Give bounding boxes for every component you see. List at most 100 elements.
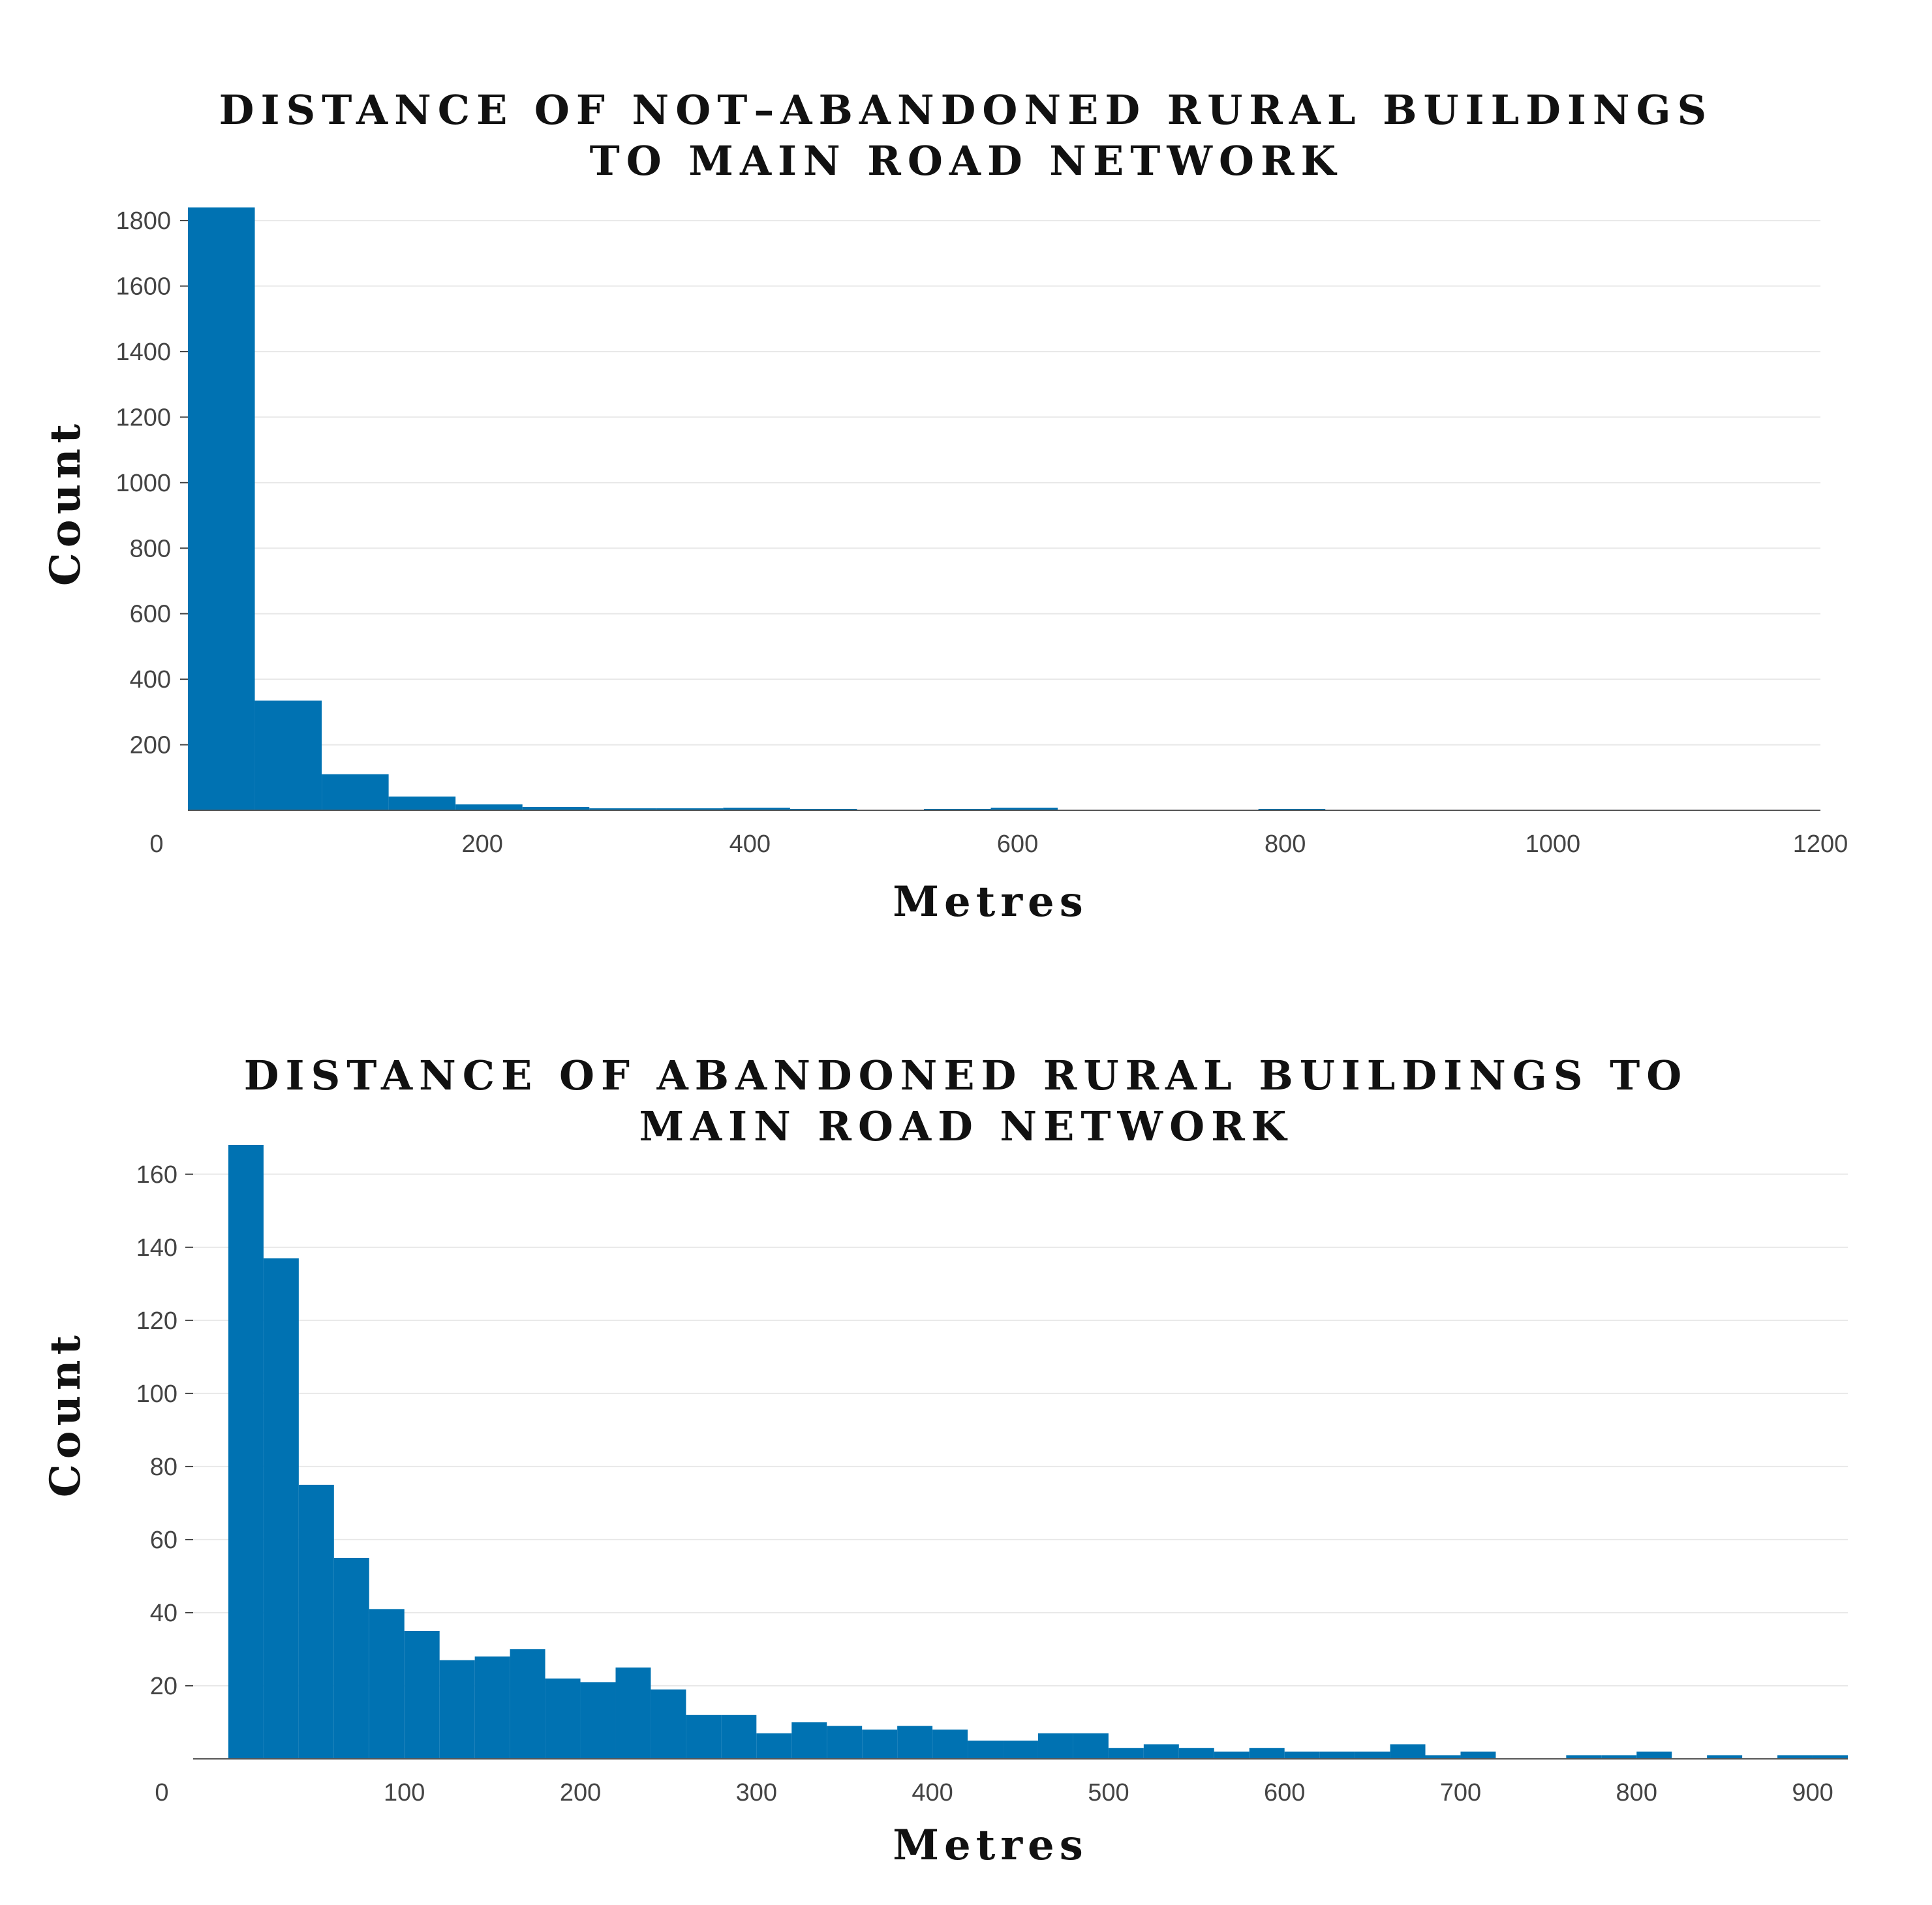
chart-title-line: DISTANCE OF NOT–ABANDONED RURAL BUILDING… <box>219 86 1713 134</box>
histogram-bar <box>404 1630 440 1759</box>
y-axis-label: Count <box>41 419 90 586</box>
histogram-bar <box>923 808 991 810</box>
y-tick-label: 120 <box>136 1307 177 1335</box>
histogram-bar <box>862 1730 898 1759</box>
chart-title-line: DISTANCE OF ABANDONED RURAL BUILDINGS TO <box>243 1052 1689 1099</box>
x-tick-label: 200 <box>560 1779 601 1806</box>
histogram-bar <box>1178 1748 1214 1759</box>
histogram-bar <box>1214 1751 1250 1759</box>
histogram-bar <box>522 806 590 810</box>
x-tick-label: 700 <box>1440 1779 1481 1806</box>
histogram-bar <box>510 1649 545 1759</box>
histogram-bar <box>188 207 255 810</box>
histogram-bar <box>656 808 724 810</box>
x-tick-label: 900 <box>1792 1779 1833 1806</box>
histogram-bar <box>322 774 389 810</box>
histogram-bar <box>827 1726 863 1759</box>
y-tick-label: 100 <box>136 1380 177 1408</box>
y-tick-label: 1400 <box>115 339 171 366</box>
histogram-bar <box>455 804 523 810</box>
y-tick-label: 600 <box>130 601 171 628</box>
x-tick-label: 800 <box>1616 1779 1657 1806</box>
histogram-bar <box>897 1726 933 1759</box>
y-tick-label: 160 <box>136 1161 177 1189</box>
histogram-bar <box>439 1660 475 1759</box>
histogram-bar <box>254 700 322 810</box>
histogram-bar <box>263 1258 299 1759</box>
y-tick-label: 60 <box>150 1527 177 1554</box>
histogram-bar <box>580 1682 616 1759</box>
y-tick-label: 80 <box>150 1454 177 1481</box>
x-axis-label: Metres <box>893 877 1088 926</box>
histogram-abandoned: 20 40 60 80 100 120 140 160 0 100 200 300 400 500 600… <box>41 1145 1848 1870</box>
histogram-bar <box>968 1740 1004 1759</box>
x-tick-label: 800 <box>1265 831 1306 858</box>
histogram-bar <box>1284 1751 1320 1759</box>
x-tick-label: 400 <box>729 831 771 858</box>
histogram-bar <box>756 1733 792 1759</box>
histogram-bar <box>388 796 456 810</box>
histogram-bar <box>1777 1755 1813 1759</box>
y-axis-label: Count <box>41 1330 90 1497</box>
x-tick-label: 200 <box>461 831 502 858</box>
x-axis-label: Metres <box>893 1821 1088 1870</box>
histogram-bar <box>615 1667 651 1759</box>
histogram-bar <box>1707 1755 1743 1759</box>
histogram-bar <box>1566 1755 1602 1759</box>
x-tick-label: 500 <box>1088 1779 1129 1806</box>
histogram-bar <box>1636 1751 1672 1759</box>
histogram-bar <box>790 808 857 810</box>
y-tick-label: 400 <box>130 666 171 693</box>
histogram-bar <box>1319 1751 1355 1759</box>
histogram-bar <box>545 1678 581 1759</box>
chart-title: DISTANCE OF ABANDONED RURAL BUILDINGS TO… <box>0 1050 1932 1152</box>
x-tick-label: 1200 <box>1793 831 1848 858</box>
histogram-bar <box>1425 1755 1461 1759</box>
histogram-bar <box>651 1689 686 1759</box>
y-tick-label: 1800 <box>115 207 171 235</box>
histogram-bar <box>1073 1733 1109 1759</box>
histogram-bar <box>1143 1744 1179 1759</box>
histogram-bar <box>932 1730 968 1759</box>
chart-abandoned: DISTANCE OF ABANDONED RURAL BUILDINGS TO… <box>0 952 1932 1905</box>
x-tick-label: 600 <box>1264 1779 1305 1806</box>
histogram-bar <box>791 1722 827 1759</box>
histogram-bar <box>298 1484 334 1759</box>
x-tick-label: 100 <box>384 1779 425 1806</box>
y-tick-label: 1200 <box>115 404 171 431</box>
chart-title: DISTANCE OF NOT–ABANDONED RURAL BUILDING… <box>0 85 1932 187</box>
histogram-bar <box>1601 1755 1637 1759</box>
histogram-bar <box>1258 808 1326 810</box>
y-tick-label: 20 <box>150 1673 177 1700</box>
histogram-bar <box>721 1714 757 1759</box>
histogram-bar <box>589 808 656 810</box>
x-tick-label: 0 <box>149 831 163 858</box>
histogram-bar <box>1108 1748 1144 1759</box>
chart-title-line: MAIN ROAD NETWORK <box>639 1103 1293 1150</box>
y-tick-label: 1000 <box>115 470 171 497</box>
x-tick-label: 600 <box>997 831 1038 858</box>
x-tick-label: 300 <box>736 1779 777 1806</box>
y-tick-label: 200 <box>130 732 171 759</box>
chart-not-abandoned: DISTANCE OF NOT–ABANDONED RURAL BUILDING… <box>0 0 1932 952</box>
x-tick-label: 400 <box>912 1779 953 1806</box>
histogram-bar <box>686 1714 722 1759</box>
y-tick-label: 1600 <box>115 273 171 301</box>
histogram-not-abandoned: 200 400 600 800 1000 1200 1400 1600 1800 0 200 400… <box>41 207 1848 926</box>
histogram-bar <box>1813 1755 1848 1759</box>
histogram-bar <box>1249 1748 1285 1759</box>
y-tick-label: 40 <box>150 1600 177 1627</box>
histogram-bar <box>1390 1744 1426 1759</box>
y-tick-label: 800 <box>130 535 171 562</box>
histogram-bar <box>333 1557 369 1759</box>
histogram-bar <box>474 1656 510 1759</box>
histogram-bar <box>1003 1740 1038 1759</box>
histogram-bar <box>723 807 790 810</box>
x-tick-label: 1000 <box>1526 831 1581 858</box>
y-tick-label: 140 <box>136 1234 177 1262</box>
chart-title-line: TO MAIN ROAD NETWORK <box>589 137 1343 185</box>
histogram-bar <box>1037 1733 1073 1759</box>
histogram-bar <box>369 1609 405 1759</box>
histogram-bar <box>1355 1751 1390 1759</box>
histogram-bar <box>990 807 1058 810</box>
